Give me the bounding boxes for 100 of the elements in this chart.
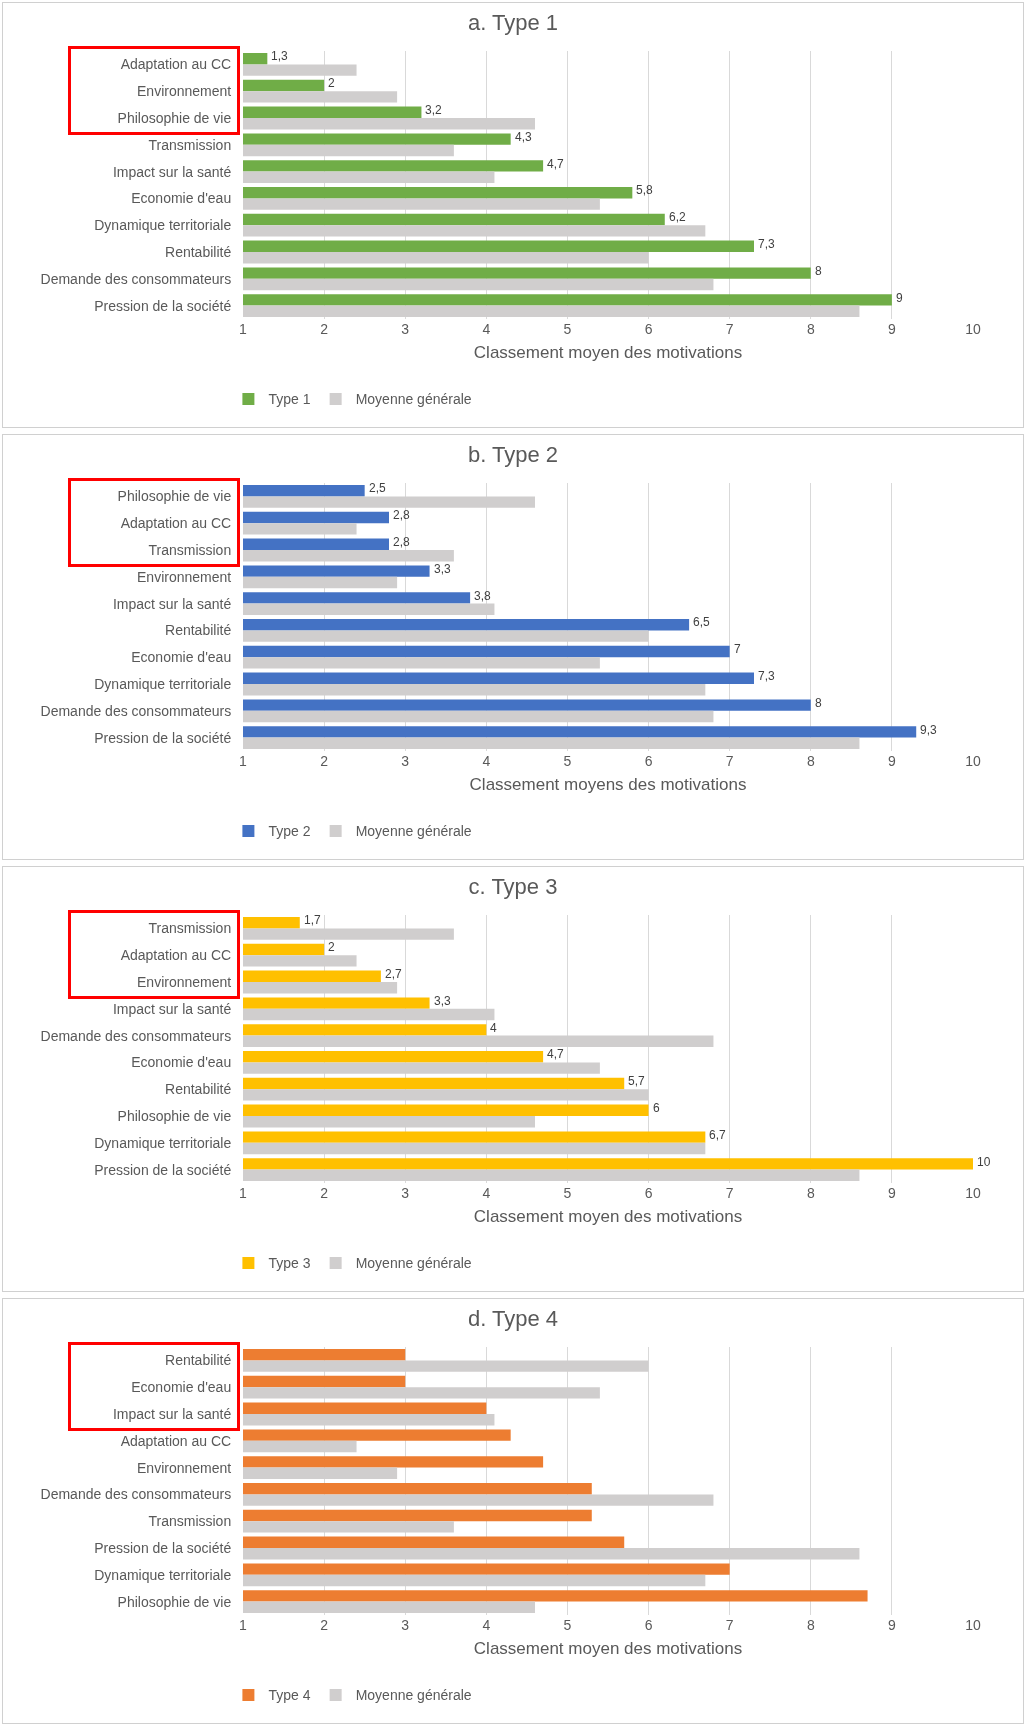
legend-label: Moyenne générale xyxy=(355,1687,472,1704)
x-tick-label: 5 xyxy=(563,1617,572,1633)
x-tick-label: 7 xyxy=(725,1185,734,1201)
y-tick-label: Impact sur la santé xyxy=(112,1405,232,1422)
x-tick-label: 4 xyxy=(482,1617,491,1633)
y-tick-label: Dynamique territoriale xyxy=(94,217,232,234)
data-label: 2 xyxy=(328,940,335,954)
y-tick-label: Economie d'eau xyxy=(131,190,232,207)
y-tick-label: Philosophie de vie xyxy=(117,109,232,126)
x-tick-label: 1 xyxy=(239,1617,248,1633)
y-tick-label: Demande des consommateurs xyxy=(40,270,232,287)
y-tick-label: Economie d'eau xyxy=(131,1054,232,1071)
x-tick-label: 9 xyxy=(887,321,896,337)
y-tick-label: Transmission xyxy=(148,541,232,558)
y-tick-label: Rentabilité xyxy=(165,1081,232,1098)
data-label: 3,3 xyxy=(434,994,452,1008)
y-tick-label: Rentabilité xyxy=(165,622,232,639)
legend-label: Moyenne générale xyxy=(355,391,472,408)
data-label: 2 xyxy=(328,76,335,90)
x-tick-label: 6 xyxy=(644,1617,653,1633)
x-tick-label: 2 xyxy=(320,321,329,337)
data-label: 2,8 xyxy=(393,535,411,549)
y-tick-label: Philosophie de vie xyxy=(117,488,232,505)
x-tick-label: 6 xyxy=(644,753,653,769)
y-tick-label: Transmission xyxy=(148,920,232,937)
data-label: 4 xyxy=(490,1021,497,1035)
y-tick-label: Demande des consommateurs xyxy=(40,1027,232,1044)
x-axis-title: Classement moyens des motivations xyxy=(469,775,747,795)
x-tick-label: 5 xyxy=(563,321,572,337)
chart-title: d. Type 4 xyxy=(467,1306,559,1332)
data-label: 6,5 xyxy=(693,615,711,629)
y-tick-label: Environnement xyxy=(137,973,232,990)
y-tick-label: Pression de la société xyxy=(94,729,232,746)
data-label: 1,3 xyxy=(271,49,289,63)
y-tick-label: Adaptation au CC xyxy=(120,515,232,532)
x-tick-label: 2 xyxy=(320,1617,329,1633)
y-tick-label: Adaptation au CC xyxy=(120,1432,232,1449)
y-tick-label: Dynamique territoriale xyxy=(94,1566,232,1583)
y-tick-label: Transmission xyxy=(148,1513,232,1530)
y-tick-label: Environnement xyxy=(137,83,232,100)
data-label: 3,8 xyxy=(474,589,492,603)
y-tick-label: Pression de la société xyxy=(94,1161,232,1178)
x-tick-label: 7 xyxy=(725,1617,734,1633)
x-tick-label: 8 xyxy=(806,321,815,337)
x-tick-label: 2 xyxy=(320,753,329,769)
legend-label: Moyenne générale xyxy=(355,823,472,840)
x-tick-label: 7 xyxy=(725,321,734,337)
data-label: 7,3 xyxy=(758,237,776,251)
y-tick-label: Philosophie de vie xyxy=(117,1107,232,1124)
x-tick-label: 6 xyxy=(644,321,653,337)
legend-label: Type 3 xyxy=(268,1255,311,1272)
x-tick-label: 8 xyxy=(806,1185,815,1201)
x-axis-title: Classement moyen des motivations xyxy=(473,1639,743,1659)
y-tick-label: Demande des consommateurs xyxy=(40,702,232,719)
data-label: 4,7 xyxy=(547,157,565,171)
data-label: 8 xyxy=(815,264,822,278)
y-tick-label: Adaptation au CC xyxy=(120,947,232,964)
y-tick-label: Economie d'eau xyxy=(131,649,232,666)
x-tick-label: 4 xyxy=(482,1185,491,1201)
x-tick-label: 2 xyxy=(320,1185,329,1201)
x-tick-label: 1 xyxy=(239,1185,248,1201)
chart-title: a. Type 1 xyxy=(467,10,559,36)
x-tick-label: 6 xyxy=(644,1185,653,1201)
x-tick-label: 8 xyxy=(806,1617,815,1633)
x-axis-title: Classement moyen des motivations xyxy=(473,343,743,363)
data-label: 3,2 xyxy=(425,103,443,117)
x-axis-title: Classement moyen des motivations xyxy=(473,1207,743,1227)
x-tick-label: 10 xyxy=(965,753,981,769)
data-label: 5,7 xyxy=(628,1074,646,1088)
y-tick-label: Transmission xyxy=(148,136,232,153)
data-label: 8 xyxy=(815,696,822,710)
legend-label: Type 4 xyxy=(268,1687,311,1704)
data-label: 7 xyxy=(734,642,741,656)
x-tick-label: 9 xyxy=(887,753,896,769)
x-tick-label: 3 xyxy=(401,753,410,769)
x-tick-label: 10 xyxy=(965,1617,981,1633)
y-tick-label: Dynamique territoriale xyxy=(94,675,232,692)
y-tick-label: Pression de la société xyxy=(94,1539,232,1556)
x-tick-label: 9 xyxy=(887,1185,896,1201)
data-label: 6,2 xyxy=(669,210,687,224)
y-tick-label: Demande des consommateurs xyxy=(40,1486,232,1503)
x-tick-label: 5 xyxy=(563,1185,572,1201)
chart-title: c. Type 3 xyxy=(468,874,558,900)
x-tick-label: 3 xyxy=(401,1617,410,1633)
y-tick-label: Impact sur la santé xyxy=(112,595,232,612)
data-label: 7,3 xyxy=(758,669,776,683)
data-label: 6 xyxy=(653,1101,660,1115)
x-tick-label: 4 xyxy=(482,753,491,769)
y-tick-label: Rentabilité xyxy=(165,1352,232,1369)
x-tick-label: 1 xyxy=(239,753,248,769)
y-tick-label: Pression de la société xyxy=(94,297,232,314)
x-tick-label: 7 xyxy=(725,753,734,769)
data-label: 6,7 xyxy=(709,1128,727,1142)
data-label: 3,3 xyxy=(434,562,452,576)
data-label: 5,8 xyxy=(636,183,654,197)
y-tick-label: Rentabilité xyxy=(165,243,232,260)
y-tick-label: Philosophie de vie xyxy=(117,1593,232,1610)
x-tick-label: 8 xyxy=(806,753,815,769)
data-label: 2,8 xyxy=(393,508,411,522)
data-label: 1,7 xyxy=(304,913,322,927)
